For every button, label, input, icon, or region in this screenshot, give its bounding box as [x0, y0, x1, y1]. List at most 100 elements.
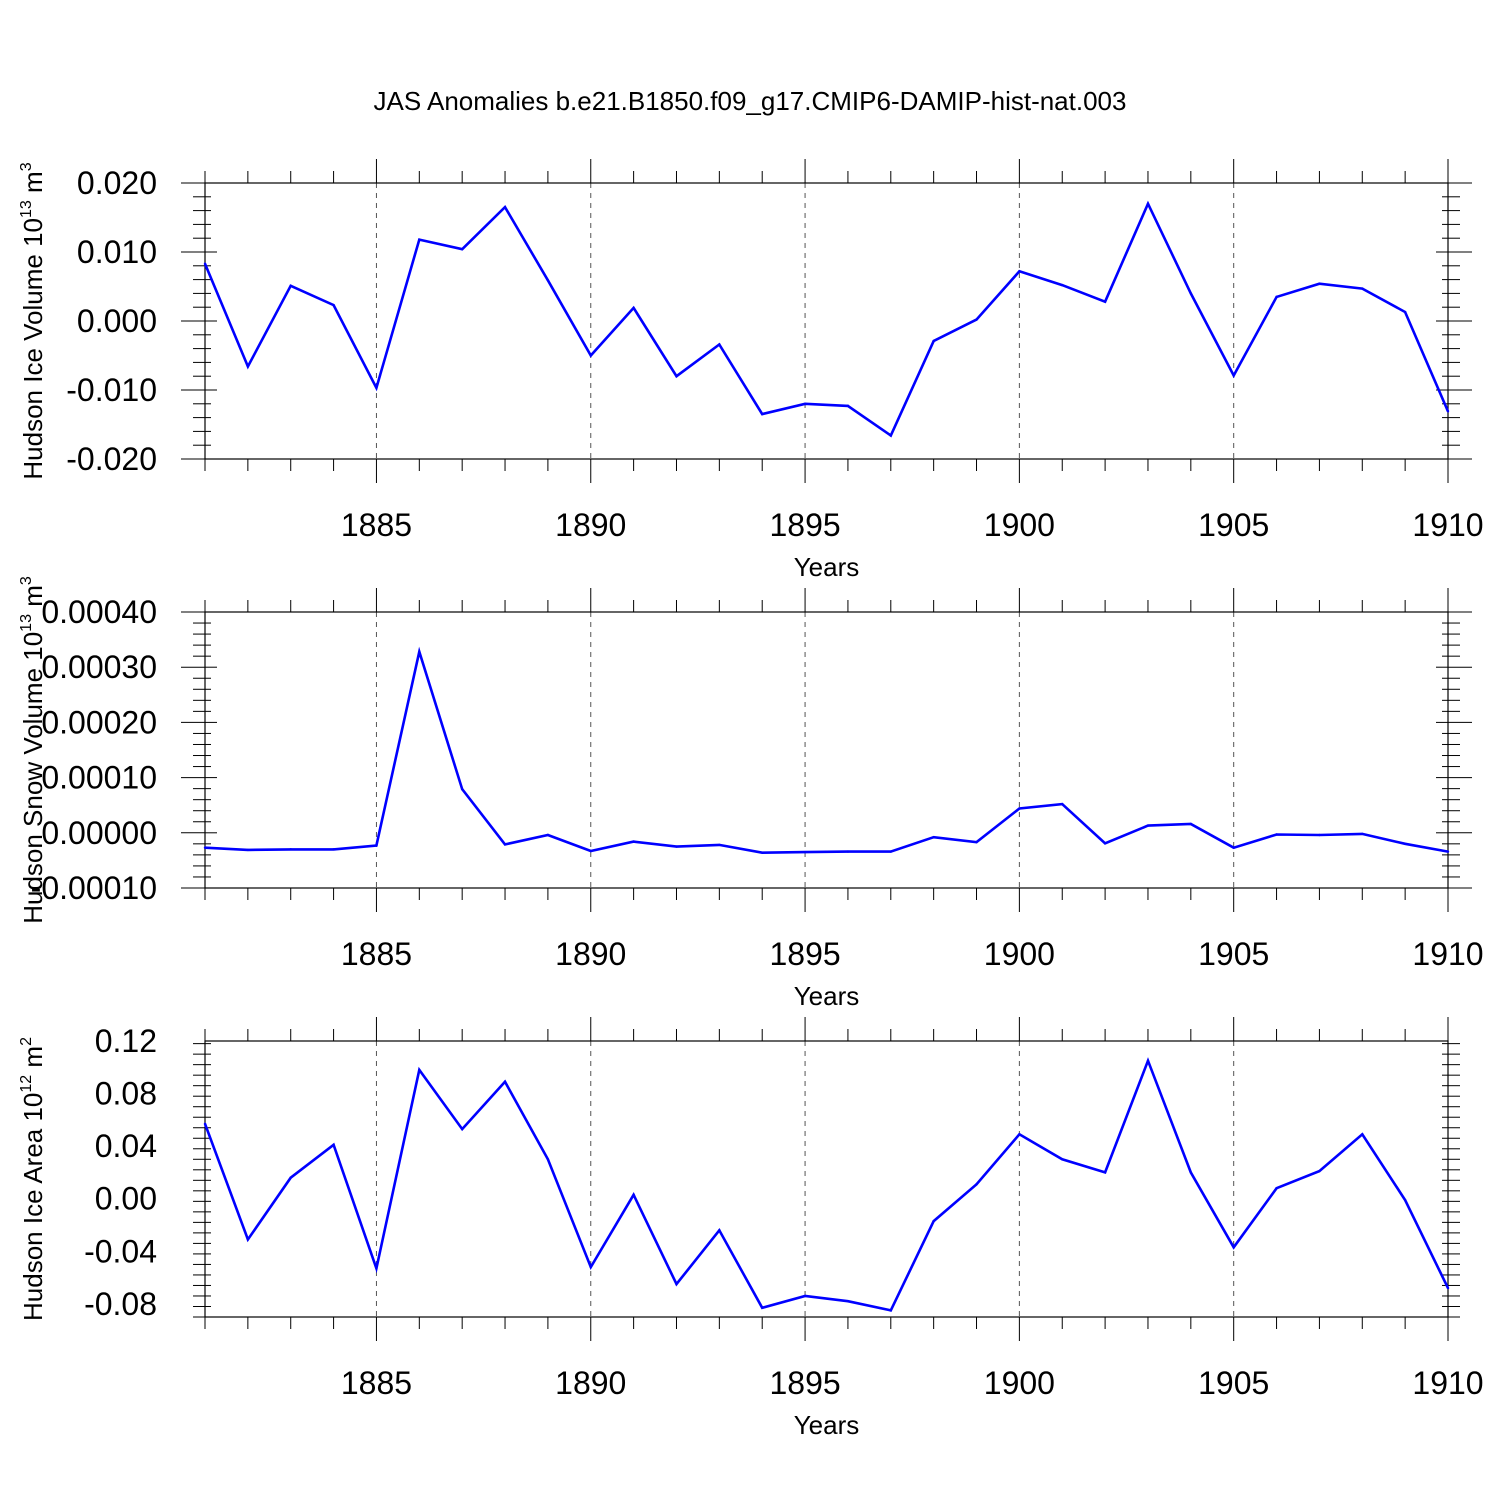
chart-panels: -0.020 -0.010 0.000 0.010 0.020 1885 1890 1895 1…	[18, 159, 1484, 1440]
x-tick-label: 1905	[1198, 936, 1269, 972]
y-tick-label: 0.00	[95, 1181, 157, 1217]
data-point	[1146, 824, 1150, 827]
data-point	[1446, 850, 1450, 853]
data-point	[846, 1300, 850, 1303]
data-point	[589, 1265, 592, 1269]
plot-frame	[204, 611, 1449, 889]
x-tick-label: 1900	[984, 936, 1055, 972]
series-line	[203, 1057, 1450, 1312]
data-point	[546, 279, 550, 282]
data-point	[803, 850, 807, 854]
y-tick-label: 0.00000	[41, 815, 157, 851]
x-tick-label: 1910	[1412, 936, 1483, 972]
y-label-exponent: 13	[18, 200, 35, 218]
data-point	[1189, 292, 1193, 295]
y-label-unit-exponent: 3	[18, 576, 35, 585]
y-label-exponent: 12	[18, 1075, 35, 1093]
data-point	[932, 1219, 935, 1223]
data-point	[460, 787, 464, 791]
data-point	[889, 850, 892, 853]
x-axis-label: Years	[794, 981, 860, 1011]
data-point	[289, 284, 292, 288]
y-axis-label: Hudson Ice Volume 1013 m3	[18, 162, 48, 479]
data-point	[246, 1238, 250, 1241]
data-point	[1146, 202, 1150, 205]
x-tick-label: 1895	[769, 936, 840, 972]
data-point	[1189, 822, 1193, 826]
data-point	[460, 1127, 464, 1131]
data-point	[375, 386, 378, 390]
x-tick-label: 1885	[341, 1365, 412, 1401]
y-axis-label: Hudson Ice Area 1012 m2	[18, 1037, 48, 1321]
x-tick-label: 1895	[769, 1365, 840, 1401]
data-point	[546, 833, 550, 837]
y-tick-label: 0.020	[77, 165, 157, 201]
data-point	[1318, 1169, 1321, 1173]
y-tick-label: 0.00040	[41, 594, 157, 630]
data-point	[1146, 1059, 1150, 1062]
x-tick-label: 1895	[769, 507, 840, 543]
x-tick-label: 1905	[1198, 1365, 1269, 1401]
data-point	[1061, 283, 1064, 287]
data-point	[1103, 300, 1107, 303]
series-line	[204, 646, 1449, 855]
data-point	[889, 1309, 892, 1312]
data-point	[332, 303, 335, 307]
data-point	[1018, 1133, 1021, 1136]
y-label-unit: m	[18, 1046, 48, 1075]
data-point	[632, 840, 635, 843]
panel-2: -0.00010 0.00000 0.00010 0.00020 0.00030 0.00…	[18, 576, 1484, 1011]
x-axis-label: Years	[794, 552, 860, 582]
y-tick-label: 0.000	[77, 303, 157, 339]
data-point	[332, 848, 335, 851]
x-tick-label: 1885	[341, 936, 412, 972]
data-point	[289, 848, 292, 851]
y-label-text: Hudson Ice Area 10	[18, 1093, 48, 1321]
data-point	[1446, 1286, 1450, 1290]
x-tick-label: 1900	[984, 1365, 1055, 1401]
data-point	[932, 339, 935, 343]
data-point	[932, 836, 935, 839]
x-tick-label: 1910	[1412, 1365, 1483, 1401]
panel-1: -0.020 -0.010 0.000 0.010 0.020 1885 1890 1895 1…	[18, 159, 1484, 582]
x-tick-label: 1890	[555, 1365, 626, 1401]
y-tick-label: -0.04	[84, 1233, 157, 1269]
y-tick-label: 0.00020	[41, 704, 157, 740]
y-tick-label: 0.00010	[41, 760, 157, 796]
data-point	[1403, 1198, 1407, 1202]
y-tick-label: 0.04	[95, 1128, 157, 1164]
data-point	[1275, 1187, 1278, 1190]
data-point	[589, 354, 592, 357]
data-point	[1189, 1171, 1193, 1174]
data-point	[1018, 270, 1021, 273]
data-point	[1318, 282, 1321, 285]
y-tick-label: 0.08	[95, 1076, 157, 1112]
data-point	[803, 1294, 807, 1298]
data-point	[1275, 833, 1278, 836]
x-tick-label: 1905	[1198, 507, 1269, 543]
y-label-unit-exponent: 3	[18, 162, 35, 171]
data-point	[1061, 1158, 1064, 1161]
data-point	[503, 1080, 507, 1083]
data-point	[503, 843, 507, 846]
x-tick-label: 1900	[984, 507, 1055, 543]
data-point	[546, 1158, 550, 1161]
y-label-unit: m	[18, 585, 48, 614]
data-point	[718, 343, 721, 346]
y-tick-label: -0.00010	[31, 870, 157, 906]
data-point	[975, 318, 978, 321]
series-line	[203, 200, 1450, 438]
data-point	[1103, 842, 1107, 845]
y-tick-label: -0.020	[66, 441, 157, 477]
data-point	[203, 262, 207, 265]
y-tick-label: 0.010	[77, 234, 157, 270]
y-label-text: Hudson Snow Volume 10	[18, 632, 48, 924]
data-point	[1103, 1171, 1107, 1174]
data-point	[589, 849, 592, 853]
data-point	[418, 238, 421, 241]
data-point	[846, 404, 850, 408]
data-point	[761, 1306, 764, 1310]
data-point	[975, 840, 978, 844]
data-point	[675, 845, 678, 848]
